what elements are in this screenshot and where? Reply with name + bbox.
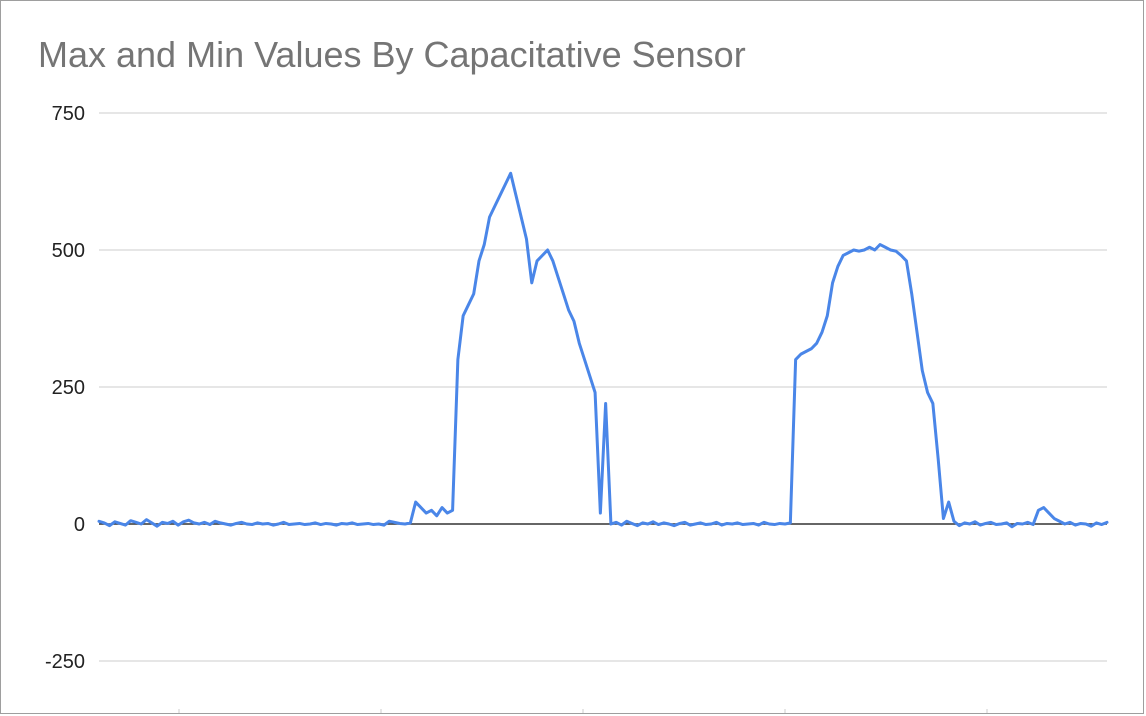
chart-title: Max and Min Values By Capacitative Senso… bbox=[38, 34, 746, 75]
x-tick-layer bbox=[178, 709, 988, 713]
y-tick-label: 250 bbox=[52, 377, 85, 399]
y-tick-label: -250 bbox=[45, 651, 85, 673]
series-line-0 bbox=[97, 171, 1109, 529]
series-layer bbox=[97, 171, 1109, 529]
y-tick-label: 0 bbox=[74, 514, 85, 536]
grid-layer bbox=[99, 112, 1107, 662]
y-tick-label: 750 bbox=[52, 103, 85, 125]
y-tick-label-layer: 750 500 250 0 -250 bbox=[45, 103, 85, 673]
y-tick-label: 500 bbox=[52, 240, 85, 262]
